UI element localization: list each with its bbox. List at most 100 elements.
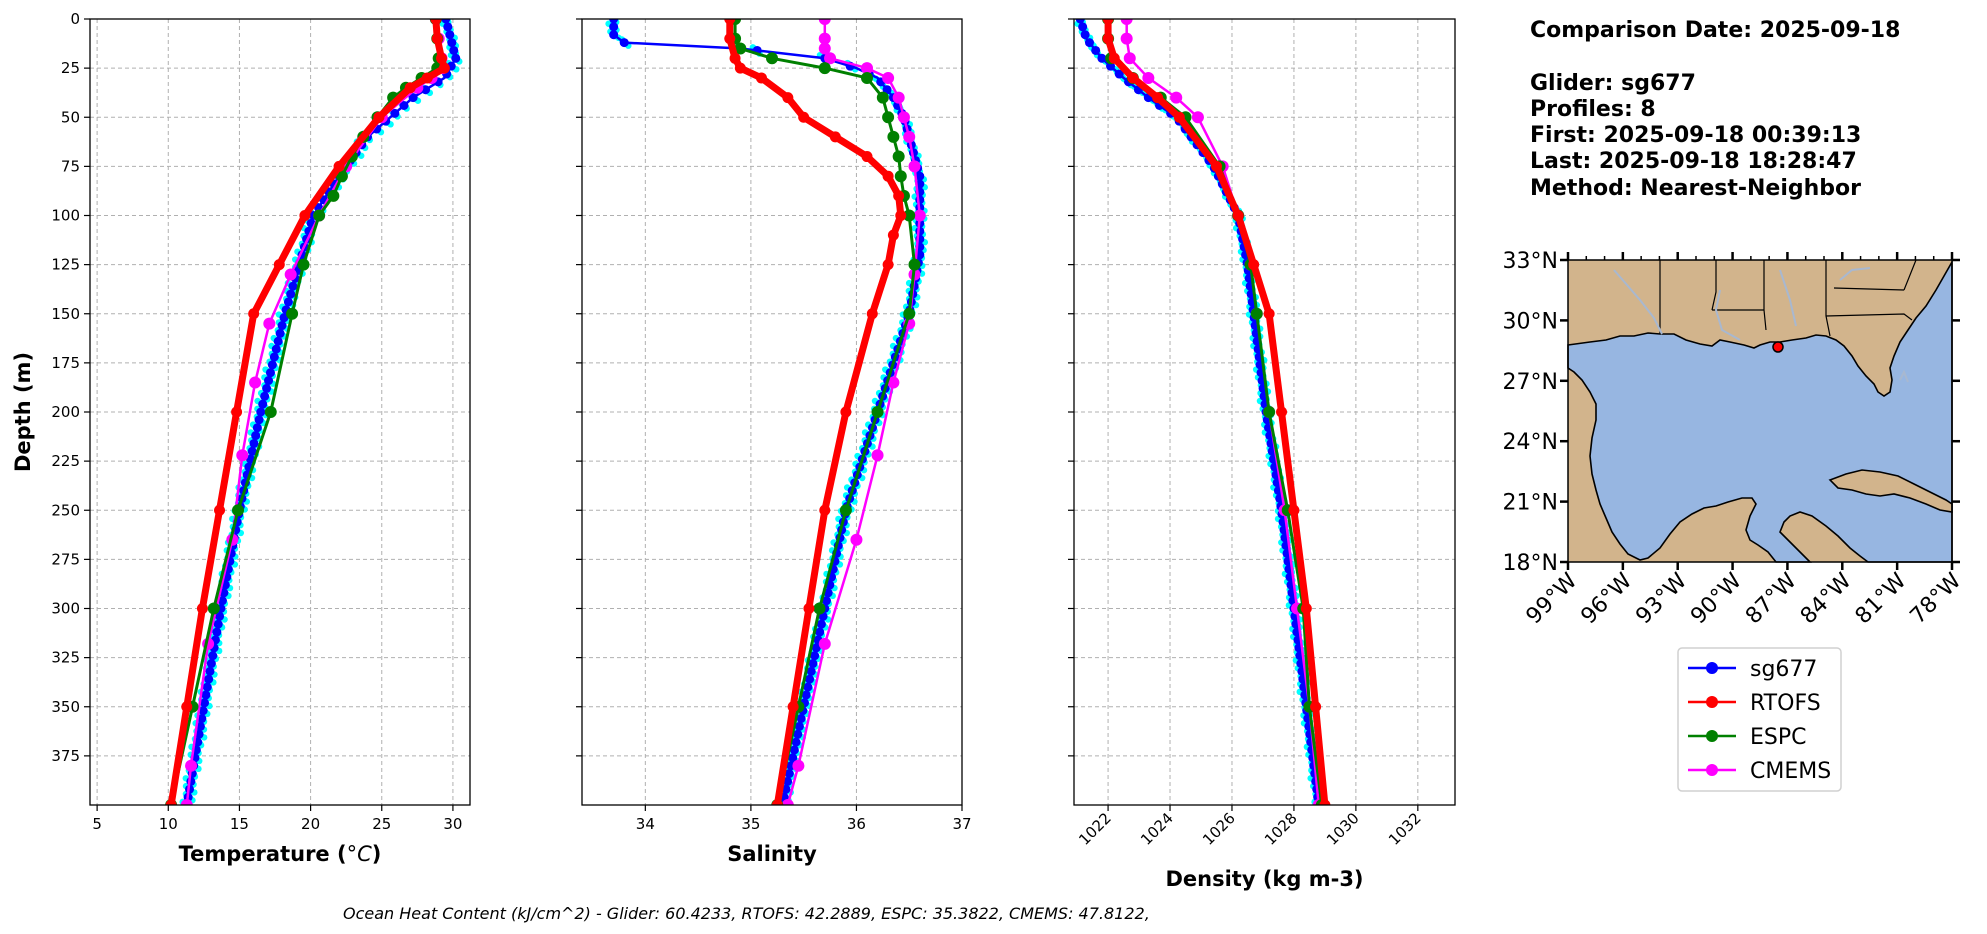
y-tick-label: 50	[61, 108, 80, 126]
x-axis-label: Temperature (°C)	[179, 842, 382, 866]
data-point-sg677	[215, 611, 225, 621]
y-tick-label: 150	[51, 305, 80, 323]
legend-label: sg677	[1750, 657, 1817, 682]
data-point-sg677	[609, 19, 619, 24]
data-point-rtofs	[1102, 33, 1114, 45]
y-tick-label: 200	[51, 403, 80, 421]
data-point-rtofs	[181, 701, 193, 713]
lon-tick-label: 84°W	[1796, 568, 1857, 629]
data-point-sg677	[801, 690, 811, 700]
data-point-sg677	[1114, 69, 1124, 79]
data-point-rtofs	[1210, 160, 1222, 172]
data-point-rtofs	[887, 229, 899, 241]
data-point-sg677	[449, 45, 459, 55]
data-point-cmems	[897, 111, 910, 124]
y-tick-label: 225	[51, 452, 80, 470]
data-point-rtofs	[1232, 210, 1244, 221]
data-point-sg677	[408, 93, 418, 103]
raw-point	[784, 804, 786, 805]
y-tick-label: 300	[51, 600, 80, 618]
data-point-espc	[286, 307, 299, 320]
legend-label: ESPC	[1750, 725, 1807, 750]
lon-tick-label: 87°W	[1741, 568, 1802, 629]
legend-marker	[1706, 730, 1718, 742]
data-point-cmems	[861, 62, 873, 75]
data-point-sg677	[794, 721, 804, 731]
data-point-rtofs	[1310, 701, 1322, 713]
lat-tick-label: 21°N	[1503, 491, 1558, 516]
data-point-sg677	[267, 360, 277, 370]
data-point-sg677	[205, 666, 215, 676]
y-tick-label: 350	[51, 698, 80, 716]
glider-name: Glider: sg677	[1530, 71, 1696, 96]
x-tick-label: 1028	[1261, 809, 1301, 849]
data-point-rtofs	[882, 170, 894, 182]
data-point-sg677	[251, 431, 261, 441]
x-tick-label: 35	[741, 815, 760, 833]
legend-item-espc: ESPC	[1688, 725, 1807, 750]
data-point-espc	[1263, 406, 1276, 418]
data-point-sg677	[260, 391, 270, 401]
y-tick-label: 325	[51, 649, 80, 667]
data-point-espc	[908, 258, 921, 271]
x-tick-label: 5	[92, 815, 102, 833]
glider-location-marker	[1772, 341, 1784, 353]
data-point-sg677	[277, 321, 287, 331]
data-point-sg677	[816, 619, 826, 629]
data-point-cmems	[781, 799, 794, 805]
data-point-rtofs	[1300, 603, 1312, 614]
data-point-cmems	[1120, 32, 1133, 45]
data-point-sg677	[200, 698, 210, 708]
x-tick-label: 1030	[1323, 809, 1363, 849]
data-point-sg677	[783, 776, 793, 786]
data-point-cmems	[892, 91, 905, 104]
lat-tick-label: 24°N	[1503, 430, 1558, 455]
y-axis-label: Depth (m)	[11, 352, 35, 472]
data-point-espc	[894, 170, 907, 183]
data-point-cmems	[185, 759, 198, 772]
data-point-rtofs	[1102, 19, 1114, 25]
data-point-espc	[871, 406, 884, 418]
data-point-sg677	[212, 627, 222, 637]
comparison-date: Comparison Date: 2025-09-18	[1530, 18, 1900, 43]
data-point-sg677	[1097, 53, 1107, 63]
x-tick-label: 34	[636, 815, 655, 833]
lat-tick-label: 30°N	[1503, 309, 1558, 334]
data-point-espc	[903, 209, 916, 222]
data-point-sg677	[915, 171, 925, 181]
data-point-sg677	[275, 328, 285, 338]
data-point-rtofs	[438, 62, 450, 74]
legend-item-cmems: CMEMS	[1688, 759, 1831, 784]
data-point-sg677	[619, 38, 629, 48]
y-tick-label: 0	[70, 10, 80, 28]
data-point-rtofs	[840, 406, 852, 418]
data-point-sg677	[609, 30, 619, 40]
data-point-sg677	[803, 682, 813, 692]
data-point-cmems	[908, 160, 921, 173]
data-point-cmems	[887, 376, 900, 389]
series-rtofs	[1102, 19, 1331, 805]
data-point-espc	[839, 504, 852, 517]
data-point-sg677	[821, 596, 831, 606]
data-point-sg677	[269, 352, 279, 362]
x-tick-label: 1026	[1199, 809, 1239, 849]
data-point-sg677	[1080, 30, 1090, 40]
data-point-sg677	[198, 706, 208, 716]
data-point-espc	[882, 111, 895, 124]
y-tick-label: 250	[51, 501, 80, 519]
data-point-rtofs	[1248, 259, 1260, 271]
last-profile-time: Last: 2025-09-18 18:28:47	[1530, 149, 1857, 174]
data-point-cmems	[249, 376, 262, 389]
legend-marker	[1706, 662, 1718, 674]
data-point-rtofs	[431, 33, 443, 45]
data-point-sg677	[796, 714, 806, 724]
data-point-cmems	[824, 52, 837, 65]
data-point-rtofs	[430, 19, 442, 25]
data-point-rtofs	[866, 308, 878, 320]
data-point-rtofs	[724, 19, 736, 25]
data-point-rtofs	[273, 259, 285, 271]
profile-panels: 0 25 50 75 100 125 150 175 200 225 250 275 300 325 350…	[11, 10, 1456, 891]
data-point-rtofs	[729, 52, 741, 64]
data-point-espc	[892, 150, 905, 163]
data-point-rtofs	[1173, 111, 1185, 123]
